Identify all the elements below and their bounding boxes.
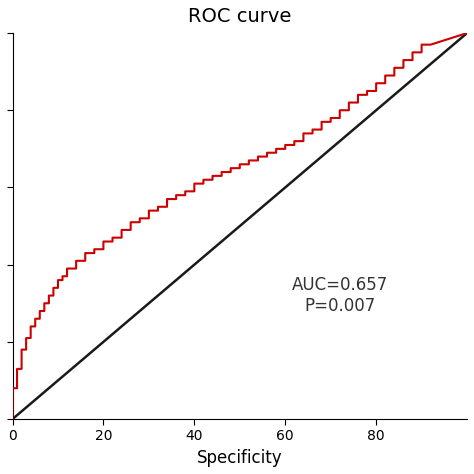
Text: AUC=0.657
P=0.007: AUC=0.657 P=0.007: [292, 276, 388, 315]
Title: ROC curve: ROC curve: [188, 7, 292, 26]
X-axis label: Specificity: Specificity: [197, 449, 283, 467]
